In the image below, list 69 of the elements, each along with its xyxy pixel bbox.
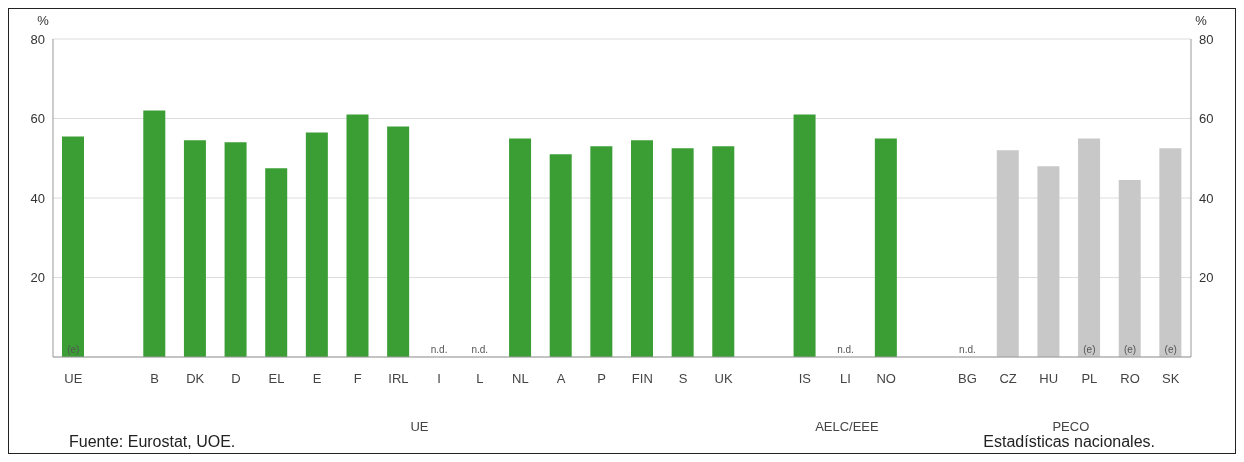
y-axis-title: % [37,13,50,28]
x-tick-label: EL [268,371,285,386]
x-tick-label: IS [798,371,812,386]
bar [346,114,369,357]
y-tick-label: 80 [30,31,45,47]
bar [1078,138,1101,357]
x-tick-label: UE [64,371,83,386]
x-tick-label: FIN [631,371,653,386]
y-tick-label: 40 [30,190,45,206]
x-tick-label: IRL [388,371,409,386]
x-tick-label: LI [840,371,851,386]
y2-axis-title: % [1195,13,1208,28]
data-label: (e) [67,344,80,355]
text: n.d. [471,344,489,355]
bar [793,114,816,357]
x-tick-label: UK [714,371,733,386]
y-tick-label: 20 [30,270,45,286]
source-note: Fuente: Eurostat, UOE. [69,433,236,451]
text: Estadísticas nacionales. [983,433,1155,451]
x-tick-label: L [476,371,484,386]
x-tick-label: HU [1039,371,1059,386]
y-tick-label: 60 [30,111,45,127]
bar [590,146,613,357]
x-tick-label: DK [186,371,205,386]
bar [143,110,166,357]
x-tick-label: S [678,371,688,386]
y2-tick-label: 40 [1199,190,1214,206]
text: n.d. [959,344,976,355]
bar [305,132,328,357]
bar [1118,180,1141,357]
bar [387,126,410,357]
x-tick-label: F [353,371,362,386]
text: UE [410,419,429,434]
x-tick-label: I [437,371,441,386]
data-label: (e) [1123,344,1137,355]
x-tick-label: P [597,371,607,386]
data-label: (e) [1164,344,1177,355]
x-tick-label: NO [876,371,896,386]
bar [874,138,897,357]
bar [265,168,288,357]
y2-tick-label: 60 [1199,111,1214,127]
x-tick-label: B [150,371,159,386]
text: n.d. [430,344,448,355]
bar [671,148,694,357]
bar [1159,148,1182,357]
bar [183,140,206,357]
text: n.d. [837,344,854,355]
x-tick-label: E [312,371,322,386]
x-tick-label: D [231,371,241,386]
x-tick-label: CZ [999,371,1017,386]
x-tick-label: BG [958,371,977,386]
x-tick-label: SK [1162,371,1180,386]
bar [509,138,532,357]
bar [712,146,735,357]
bar [549,154,572,357]
data-label: (e) [1083,344,1096,355]
bar [224,142,247,357]
x-tick-label: A [556,371,566,386]
x-tick-label: PL [1081,371,1098,386]
y2-tick-label: 80 [1199,31,1214,47]
bar [62,136,84,357]
bar [1037,166,1060,357]
x-tick-label: RO [1120,371,1140,386]
text: AELC/EEE [815,419,880,434]
bar [631,140,653,357]
text: PECO [1052,419,1090,434]
x-tick-label: NL [512,371,529,386]
bar [996,150,1019,357]
y2-tick-label: 20 [1199,270,1214,286]
